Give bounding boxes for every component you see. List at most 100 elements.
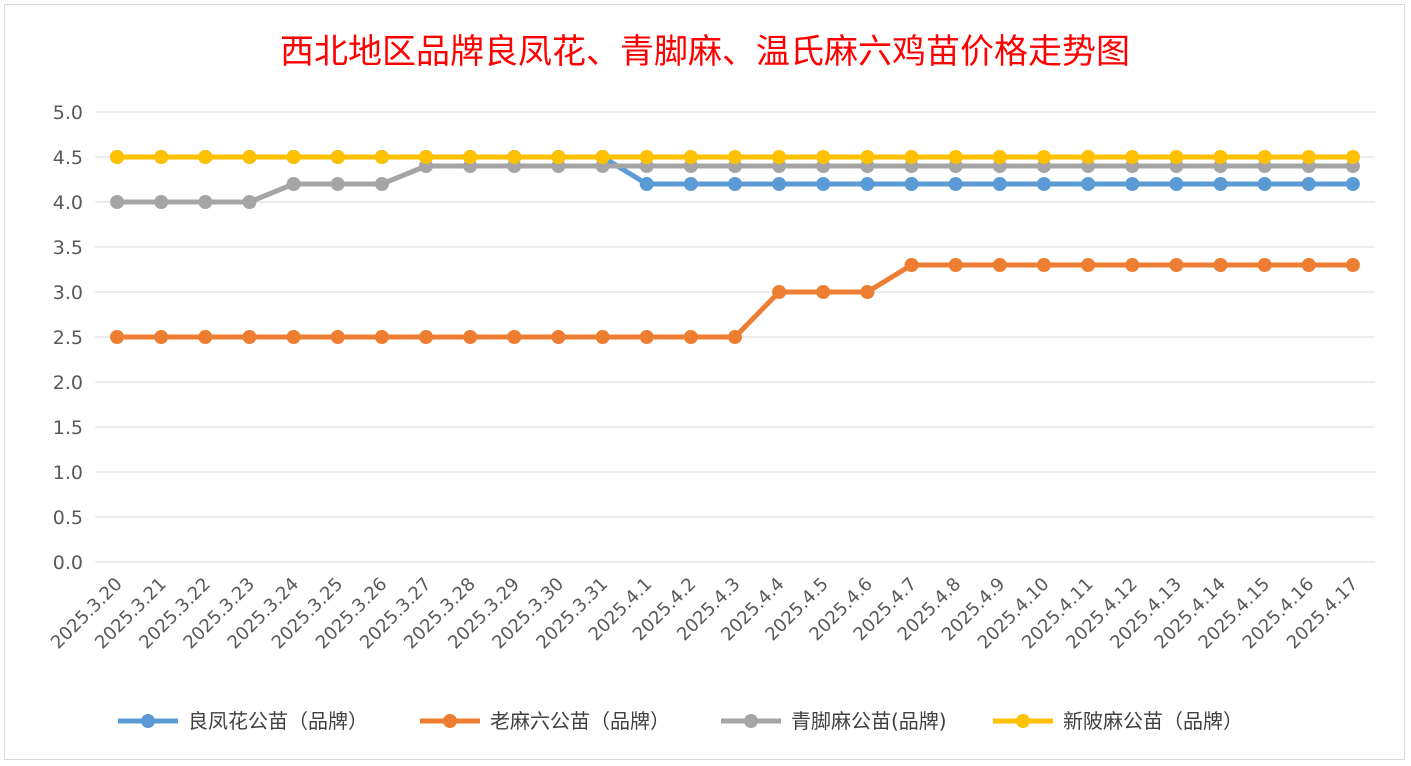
data-point — [1036, 150, 1051, 164]
data-point — [198, 195, 213, 209]
data-point — [772, 177, 787, 191]
data-point — [639, 177, 654, 191]
data-point — [683, 177, 698, 191]
data-point — [1301, 258, 1316, 272]
legend-swatch-marker — [141, 714, 155, 728]
data-point — [1257, 258, 1272, 272]
data-point — [595, 150, 610, 164]
data-point — [198, 150, 213, 164]
data-point — [860, 177, 875, 191]
data-point — [639, 150, 654, 164]
data-point — [242, 330, 257, 344]
series-line — [117, 262, 1353, 340]
y-tick-label: 2.0 — [53, 372, 83, 394]
data-point — [948, 258, 963, 272]
series-lines — [110, 150, 1360, 344]
data-point — [154, 330, 169, 344]
data-point — [1257, 177, 1272, 191]
legend-item: 青脚麻公苗(品牌) — [721, 709, 947, 733]
chart-frame: 西北地区品牌良凤花、青脚麻、温氏麻六鸡苗价格走势图 0.0 0.5 1.0 1.5 2.… — [4, 4, 1405, 760]
data-point — [507, 150, 522, 164]
legend-item: 良凤花公苗（品牌） — [118, 709, 368, 733]
y-tick-label: 1.0 — [53, 462, 83, 484]
series-2 — [110, 258, 1360, 344]
legend-label: 良凤花公苗（品牌） — [188, 709, 368, 733]
series-4 — [110, 150, 1360, 164]
data-point — [507, 330, 522, 344]
data-point — [110, 150, 125, 164]
data-point — [1345, 150, 1360, 164]
data-point — [286, 177, 301, 191]
data-point — [463, 330, 478, 344]
data-point — [595, 330, 610, 344]
data-point — [1301, 177, 1316, 191]
data-point — [992, 177, 1007, 191]
data-point — [816, 285, 831, 299]
data-point — [1125, 258, 1140, 272]
line-chart: 西北地区品牌良凤花、青脚麻、温氏麻六鸡苗价格走势图 0.0 0.5 1.0 1.5 2.… — [47, 32, 1375, 733]
data-point — [286, 150, 301, 164]
data-point — [948, 177, 963, 191]
legend-swatch-marker — [443, 714, 457, 728]
data-point — [419, 150, 434, 164]
legend-label: 青脚麻公苗(品牌) — [791, 709, 947, 733]
data-point — [154, 195, 169, 209]
data-point — [728, 330, 742, 344]
data-point — [1169, 177, 1184, 191]
data-point — [110, 330, 125, 344]
data-point — [1125, 177, 1140, 191]
data-point — [683, 150, 698, 164]
data-point — [374, 330, 389, 344]
y-tick-label: 0.0 — [53, 552, 83, 574]
data-point — [1125, 150, 1140, 164]
data-point — [1169, 258, 1184, 272]
legend: 良凤花公苗（品牌） 老麻六公苗（品牌） 青脚麻公苗(品牌) 新陂麻公苗（品牌） — [118, 709, 1243, 733]
data-point — [860, 150, 875, 164]
data-point — [1213, 177, 1228, 191]
data-point — [374, 150, 389, 164]
legend-swatch-marker — [1016, 714, 1030, 728]
data-point — [330, 330, 345, 344]
legend-label: 新陂麻公苗（品牌） — [1063, 709, 1243, 733]
data-point — [1257, 150, 1272, 164]
data-point — [948, 150, 963, 164]
data-point — [1081, 150, 1096, 164]
data-point — [1345, 258, 1360, 272]
data-point — [1345, 177, 1360, 191]
data-point — [551, 150, 566, 164]
data-point — [242, 150, 257, 164]
data-point — [198, 330, 213, 344]
y-tick-label: 5.0 — [53, 102, 83, 124]
legend-label: 老麻六公苗（品牌） — [490, 709, 670, 733]
data-point — [330, 150, 345, 164]
data-point — [904, 258, 919, 272]
data-point — [992, 258, 1007, 272]
data-point — [639, 330, 654, 344]
data-point — [1213, 150, 1228, 164]
data-point — [904, 150, 919, 164]
y-tick-label: 0.5 — [53, 507, 83, 529]
x-axis-ticks: 2025.3.202025.3.212025.3.222025.3.232025… — [47, 574, 1362, 654]
data-point — [419, 330, 434, 344]
data-point — [860, 285, 875, 299]
legend-swatch-marker — [744, 714, 758, 728]
data-point — [816, 177, 831, 191]
data-point — [1081, 258, 1096, 272]
data-point — [816, 150, 831, 164]
y-tick-label: 2.5 — [53, 327, 83, 349]
data-point — [992, 150, 1007, 164]
y-axis-ticks: 0.0 0.5 1.0 1.5 2.0 2.5 3.0 3.5 4.0 4.5 5.0 — [53, 102, 83, 574]
chart-title: 西北地区品牌良凤花、青脚麻、温氏麻六鸡苗价格走势图 — [280, 32, 1130, 72]
data-point — [551, 330, 566, 344]
data-point — [286, 330, 301, 344]
data-point — [772, 285, 787, 299]
y-tick-label: 4.5 — [53, 147, 83, 169]
data-point — [463, 150, 478, 164]
data-point — [1213, 258, 1228, 272]
data-point — [1301, 150, 1316, 164]
data-point — [1081, 177, 1096, 191]
y-tick-label: 3.0 — [53, 282, 83, 304]
data-point — [683, 330, 698, 344]
data-point — [728, 150, 742, 164]
data-point — [904, 177, 919, 191]
